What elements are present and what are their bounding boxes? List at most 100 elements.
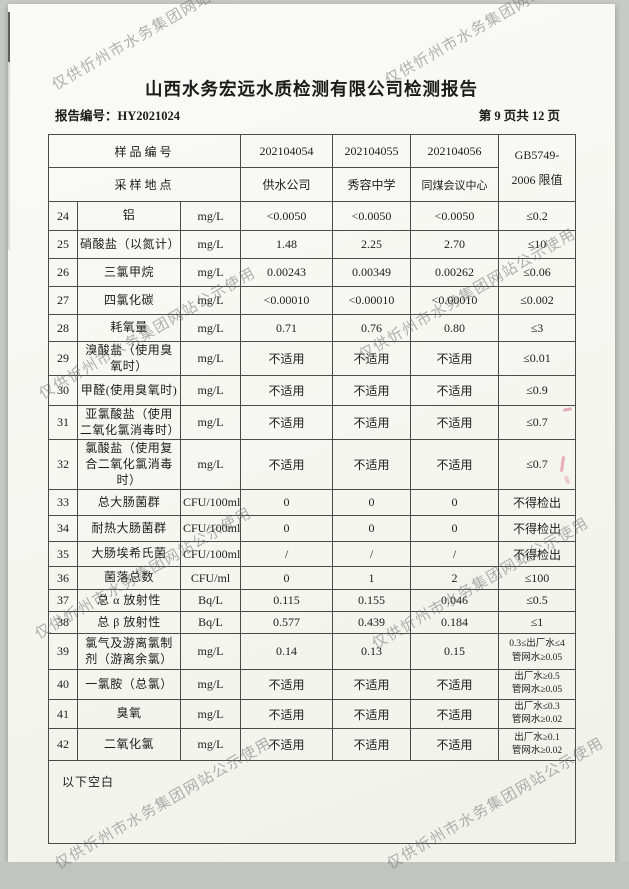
- table-row: 37 总 α 放射性 Bq/L 0.115 0.155 0.046 ≤0.5: [48, 589, 576, 613]
- report-number-label: 报告编号：: [55, 109, 118, 123]
- value-cell-sample3: 不适用: [410, 669, 499, 700]
- value-cell-sample1: 0.71: [240, 314, 333, 342]
- value-cell-sample1: 0: [240, 489, 333, 517]
- report-meta: 报告编号：HY2021024 第 9 页共 12 页: [55, 105, 560, 124]
- value-cell-sample2: /: [332, 541, 411, 568]
- unit-cell: mg/L: [180, 633, 241, 671]
- scan-edge-line: [8, 12, 10, 62]
- row-number-cell: 28: [48, 314, 78, 342]
- value-cell-sample3: 不适用: [410, 340, 499, 377]
- limit-cell: ≤1: [498, 611, 576, 635]
- value-cell-sample3: 不适用: [410, 439, 499, 491]
- unit-cell: mg/L: [180, 258, 241, 287]
- value-cell-sample3: 0: [410, 489, 499, 517]
- param-name-cell: 臭氧: [77, 698, 181, 730]
- param-name-cell: 二氧化氯: [77, 728, 181, 762]
- value-cell-sample3: 0: [410, 515, 499, 543]
- page-indicator: 第 9 页共 12 页: [478, 109, 560, 123]
- unit-cell: mg/L: [180, 669, 241, 700]
- param-name-cell: 总 α 放射性: [77, 589, 181, 613]
- location-2: 秀容中学: [332, 167, 411, 202]
- limit-cell: 出厂水≥0.5 管网水≥0.05: [498, 669, 576, 700]
- value-cell-sample2: 0.13: [332, 633, 411, 671]
- value-cell-sample2: 不适用: [332, 698, 411, 730]
- value-cell-sample3: 2: [410, 566, 499, 591]
- value-cell-sample2: 0.155: [332, 589, 411, 613]
- unit-cell: mg/L: [180, 698, 241, 730]
- value-cell-sample1: 0.00243: [240, 258, 333, 287]
- value-cell-sample3: 0.00262: [410, 258, 499, 287]
- param-name-cell: 溴酸盐（使用臭氧时）: [77, 340, 181, 377]
- value-cell-sample3: 2.70: [410, 230, 499, 259]
- value-cell-sample3: /: [410, 541, 499, 568]
- table-header-row-location: 采样地点 供水公司 秀容中学 同煤会议中心: [48, 167, 576, 202]
- value-cell-sample1: 不适用: [240, 405, 333, 441]
- row-number-cell: 36: [48, 566, 78, 591]
- value-cell-sample1: <0.00010: [240, 286, 333, 315]
- limit-cell: ≤0.7: [498, 405, 576, 441]
- row-number-cell: 24: [48, 201, 78, 231]
- table-row: 26 三氯甲烷 mg/L 0.00243 0.00349 0.00262 ≤0.06: [48, 258, 576, 287]
- param-name-cell: 总大肠菌群: [77, 489, 181, 517]
- value-cell-sample2: 不适用: [332, 340, 411, 377]
- limit-cell: ≤3: [498, 314, 576, 342]
- value-cell-sample1: <0.0050: [240, 201, 333, 231]
- value-cell-sample2: 2.25: [332, 230, 411, 259]
- sample-id-label: 样品编号: [48, 134, 241, 168]
- report-number: 报告编号：HY2021024: [55, 105, 180, 124]
- scan-bed-bottom-band: [0, 862, 629, 889]
- table-row: 31 亚氯酸盐（使用二氧化氯消毒时） mg/L 不适用 不适用 不适用 ≤0.7: [48, 405, 576, 441]
- value-cell-sample1: 1.48: [240, 230, 333, 259]
- param-name-cell: 菌落总数: [77, 566, 181, 591]
- unit-cell: mg/L: [180, 230, 241, 259]
- value-cell-sample1: 0.115: [240, 589, 333, 613]
- param-name-cell: 耗氧量: [77, 314, 181, 342]
- unit-cell: mg/L: [180, 340, 241, 377]
- limit-cell: 0.3≤出厂水≤4 管网水≥0.05: [498, 633, 576, 671]
- value-cell-sample3: 0.046: [410, 589, 499, 613]
- param-name-cell: 大肠埃希氏菌: [77, 541, 181, 568]
- limit-cell: ≤10: [498, 230, 576, 259]
- value-cell-sample1: 不适用: [240, 375, 333, 407]
- table-row: 33 总大肠菌群 CFU/100ml 0 0 0 不得检出: [48, 489, 576, 517]
- value-cell-sample1: 0: [240, 515, 333, 543]
- row-number-cell: 40: [48, 669, 78, 700]
- value-cell-sample1: 不适用: [240, 728, 333, 762]
- location-label: 采样地点: [48, 167, 241, 202]
- param-name-cell: 硝酸盐（以氮计）: [77, 230, 181, 259]
- row-number-cell: 38: [48, 611, 78, 635]
- value-cell-sample1: 不适用: [240, 669, 333, 700]
- value-cell-sample3: 0.184: [410, 611, 499, 635]
- limit-column-header: GB5749- 2006 限值: [498, 134, 576, 202]
- value-cell-sample2: 不适用: [332, 669, 411, 700]
- value-cell-sample3: <0.0050: [410, 201, 499, 231]
- limit-cell: 不得检出: [498, 541, 576, 568]
- table-row: 28 耗氧量 mg/L 0.71 0.76 0.80 ≤3: [48, 314, 576, 342]
- page-title: 山西水务宏远水质检测有限公司检测报告: [145, 79, 478, 99]
- value-cell-sample1: 不适用: [240, 439, 333, 491]
- row-number-cell: 26: [48, 258, 78, 287]
- location-1: 供水公司: [240, 167, 333, 202]
- param-name-cell: 总 β 放射性: [77, 611, 181, 635]
- value-cell-sample2: 不适用: [332, 375, 411, 407]
- unit-cell: mg/L: [180, 439, 241, 491]
- row-number-cell: 42: [48, 728, 78, 762]
- value-cell-sample2: 0.76: [332, 314, 411, 342]
- param-name-cell: 甲醛(使用臭氧时): [77, 375, 181, 407]
- param-name-cell: 耐热大肠菌群: [77, 515, 181, 543]
- limit-cell: 出厂水≥0.1 管网水≥0.02: [498, 728, 576, 762]
- limit-cell: ≤0.2: [498, 201, 576, 231]
- value-cell-sample2: 1: [332, 566, 411, 591]
- value-cell-sample1: 不适用: [240, 698, 333, 730]
- row-number-cell: 29: [48, 340, 78, 377]
- table-row: 39 氯气及游离氯制剂（游离余氯） mg/L 0.14 0.13 0.15 0.3≤出厂水≤…: [48, 633, 576, 671]
- value-cell-sample3: 不适用: [410, 375, 499, 407]
- param-name-cell: 氯酸盐（使用复合二氧化氯消毒时）: [77, 439, 181, 491]
- unit-cell: mg/L: [180, 314, 241, 342]
- unit-cell: CFU/ml: [180, 566, 241, 591]
- row-number-cell: 32: [48, 439, 78, 491]
- value-cell-sample1: 不适用: [240, 340, 333, 377]
- unit-cell: CFU/100ml: [180, 541, 241, 568]
- param-name-cell: 一氯胺（总氯）: [77, 669, 181, 700]
